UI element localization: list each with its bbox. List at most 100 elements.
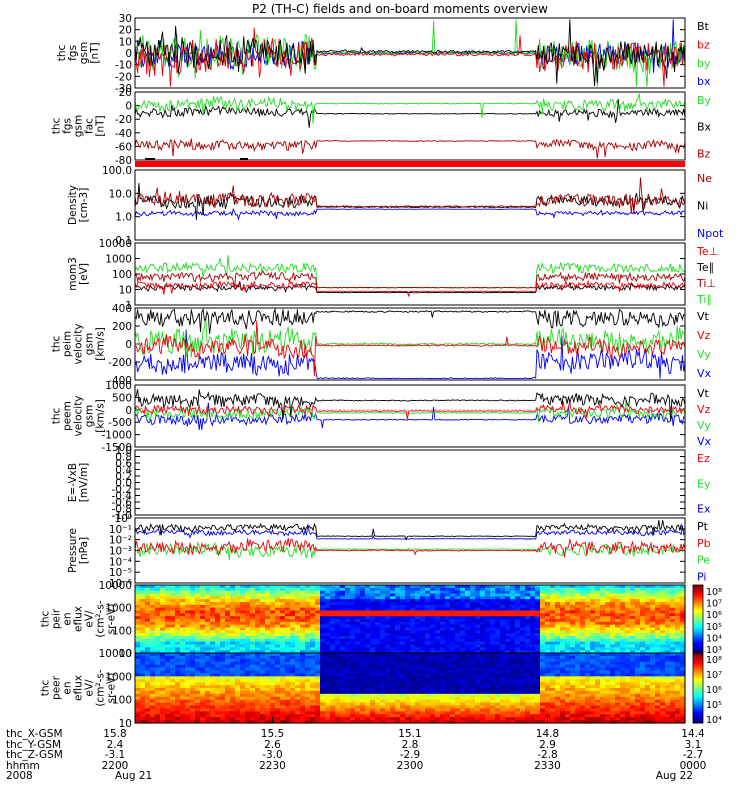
spectrogram-cell — [385, 670, 391, 675]
spectrogram-cell — [485, 602, 491, 606]
spectrogram-cell — [180, 616, 186, 620]
spectrogram-cell — [455, 604, 461, 609]
spectrogram-cell — [345, 602, 351, 606]
spectrogram-cell — [195, 644, 201, 648]
spectrogram-cell — [270, 638, 276, 643]
spectrogram-cell — [520, 685, 526, 689]
spectrogram-cell — [225, 602, 231, 606]
spectrogram-cell — [555, 630, 561, 634]
spectrogram-cell — [145, 602, 151, 606]
spectrogram-cell — [255, 655, 261, 660]
spectrogram-cell — [375, 658, 381, 663]
spectrogram-cell — [390, 670, 396, 675]
spectrogram-cell — [670, 616, 676, 620]
spectrogram-cell — [190, 693, 196, 698]
spectrogram-cell — [535, 630, 541, 634]
spectrogram-cell — [575, 607, 581, 612]
spectrogram-cell — [180, 696, 186, 701]
spectrogram-cell — [445, 667, 451, 672]
spectrogram-cell — [450, 711, 456, 715]
spectrogram-cell — [375, 702, 381, 707]
spectrogram-cell — [310, 619, 316, 623]
spectrogram-cell — [260, 596, 266, 600]
spectrogram-cell — [425, 658, 431, 663]
spectrogram-cell — [210, 650, 216, 654]
spectrogram-cell — [160, 607, 166, 612]
spectrogram-cell — [610, 627, 616, 631]
spectrogram-cell — [545, 699, 551, 704]
spectrogram-cell — [395, 613, 401, 617]
spectrogram-cell — [540, 641, 546, 646]
spectrogram-cell — [675, 602, 681, 606]
spectrogram-cell — [200, 655, 206, 660]
spectrogram-cell — [530, 647, 536, 651]
spectrogram-cell — [355, 670, 361, 675]
spectrogram-cell — [530, 705, 536, 710]
spectrogram-cell — [185, 673, 191, 677]
spectrogram-cell — [140, 685, 146, 689]
spectrogram-cell — [645, 607, 651, 612]
spectrogram-cell — [535, 667, 541, 672]
spectrogram-cell — [160, 717, 166, 721]
spectrogram-cell — [620, 593, 626, 597]
spectrogram-cell — [235, 655, 241, 660]
spectrogram-cell — [345, 720, 351, 724]
series-line-npot — [134, 207, 686, 221]
spectrogram-cell — [320, 613, 326, 617]
spectrogram-cell — [525, 619, 531, 623]
spectrogram-cell — [320, 590, 326, 595]
spectrogram-cell — [525, 590, 531, 595]
spectrogram-cell — [135, 693, 141, 698]
spectrogram-cell — [220, 661, 226, 666]
spectrogram-cell — [430, 641, 436, 646]
spectrogram-cell — [590, 607, 596, 612]
spectrogram-cell — [200, 587, 206, 592]
spectrogram-cell — [320, 708, 326, 712]
spectrogram-cell — [525, 630, 531, 634]
spectrogram-cell — [185, 693, 191, 698]
spectrogram-cell — [265, 599, 271, 603]
spectrogram-cell — [515, 630, 521, 634]
spectrogram-cell — [250, 641, 256, 646]
spectrogram-cell — [165, 717, 171, 721]
spectrogram-cell — [370, 661, 376, 666]
spectrogram-cell — [370, 693, 376, 698]
spectrogram-cell — [330, 590, 336, 595]
spectrogram-cell — [660, 596, 666, 600]
spectrogram-cell — [375, 593, 381, 597]
spectrogram-cell — [480, 690, 486, 695]
spectrogram-cell — [160, 616, 166, 620]
spectrogram-cell — [435, 616, 441, 620]
spectrogram-cell — [360, 702, 366, 707]
spectrogram-cell — [515, 655, 521, 660]
spectrogram-cell — [480, 696, 486, 701]
spectrogram-cell — [140, 596, 146, 600]
spectrogram-cell — [530, 702, 536, 707]
spectrogram-cell — [155, 688, 161, 692]
spectrogram-cell — [200, 699, 206, 704]
spectrogram-cell — [495, 655, 501, 660]
spectrogram-cell — [535, 638, 541, 643]
spectrogram-cell — [155, 717, 161, 721]
spectrogram-cell — [150, 619, 156, 623]
spectrogram-cell — [635, 590, 641, 595]
spectrogram-cell — [335, 661, 341, 666]
spectrogram-cell — [345, 638, 351, 643]
spectrogram-cell — [520, 699, 526, 704]
spectrogram-cell — [435, 644, 441, 648]
spectrogram-cell — [585, 641, 591, 646]
spectrogram-cell — [565, 638, 571, 643]
spectrogram-cell — [435, 593, 441, 597]
spectrogram-cell — [240, 619, 246, 623]
y-tick-label: 20 — [119, 87, 132, 99]
colorbar-cell — [693, 634, 703, 638]
spectrogram-cell — [170, 636, 176, 640]
spectrogram-cell — [565, 641, 571, 646]
spectrogram-cell — [520, 596, 526, 600]
spectrogram-cell — [230, 699, 236, 704]
spectrogram-cell — [290, 624, 296, 629]
spectrogram-cell — [165, 610, 171, 614]
spectrogram-cell — [660, 590, 666, 595]
spectrogram-cell — [305, 604, 311, 609]
spectrogram-cell — [200, 670, 206, 675]
